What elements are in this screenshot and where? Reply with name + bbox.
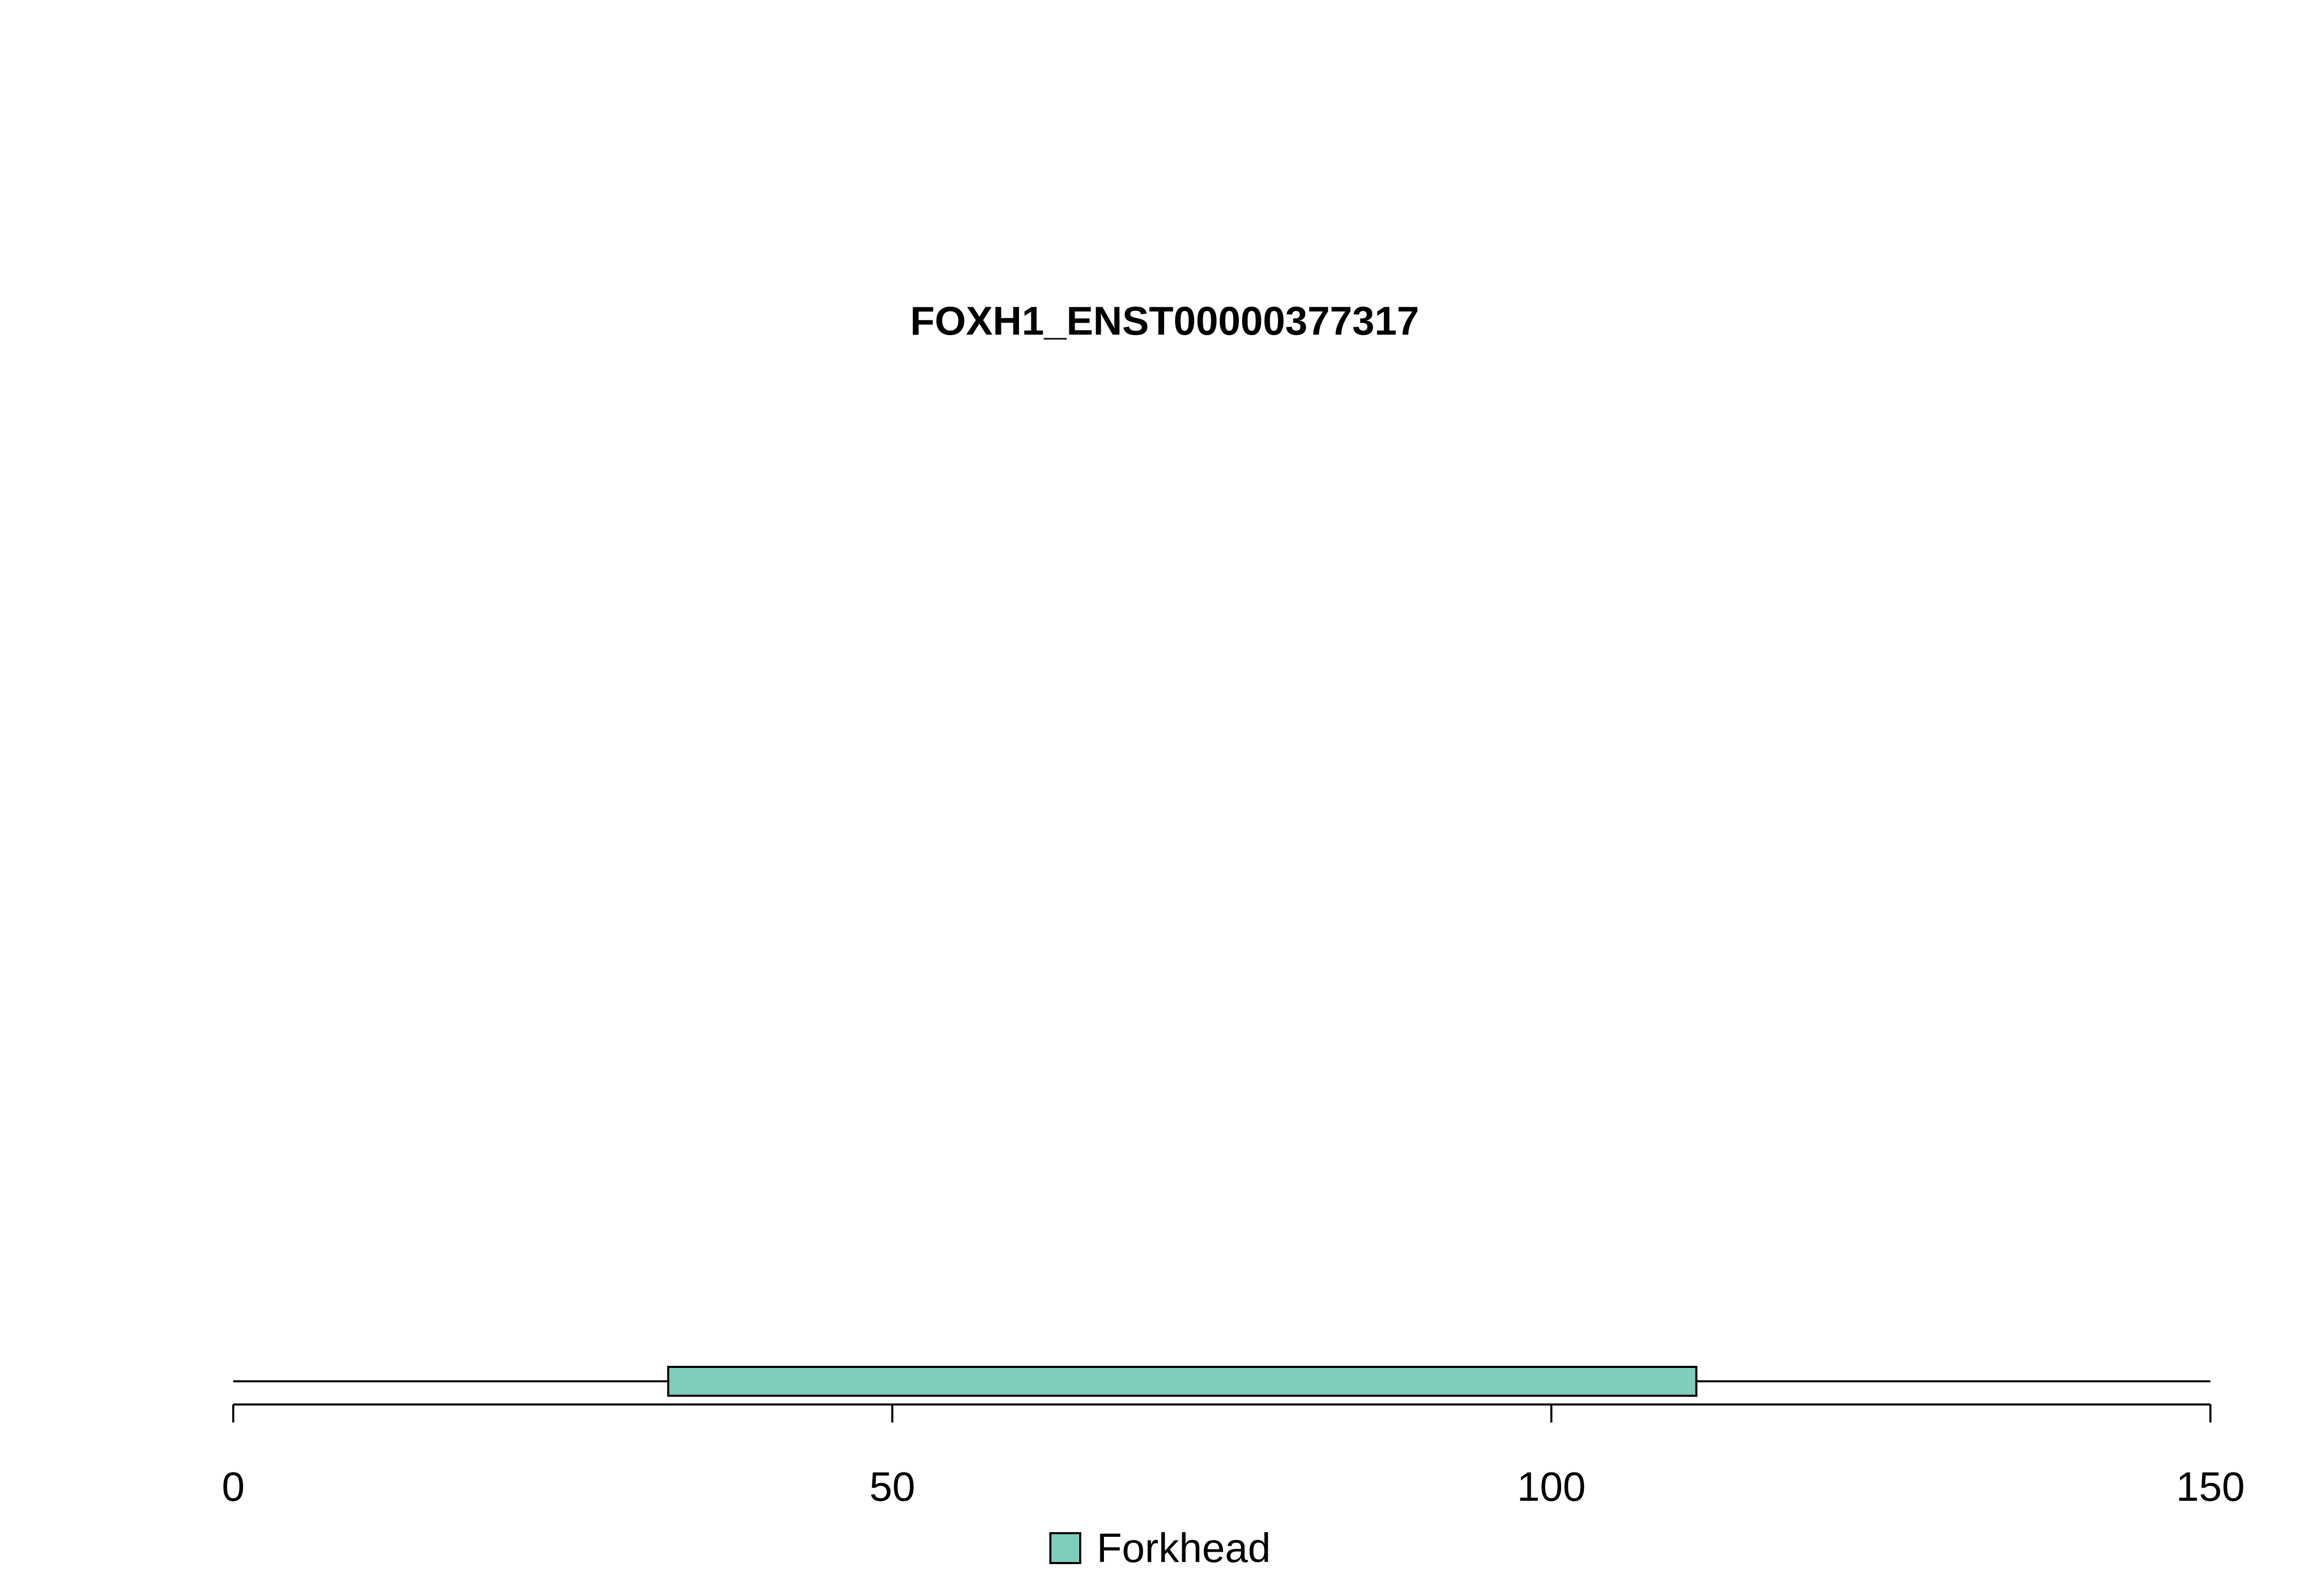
- chart-title: FOXH1_ENST00000377317: [910, 298, 1420, 343]
- x-tick-label: 150: [2176, 1464, 2244, 1510]
- x-tick-label: 100: [1517, 1464, 1585, 1510]
- domain-layer: [667, 1366, 1698, 1397]
- legend-swatch: [1049, 1532, 1081, 1564]
- legend-label: Forkhead: [1097, 1525, 1271, 1571]
- x-tick-label: 50: [870, 1464, 915, 1510]
- domain-forkhead: [667, 1366, 1698, 1397]
- x-axis: 0 50 100 150: [222, 1403, 2245, 1510]
- x-tick-label: 0: [222, 1464, 245, 1510]
- legend: Forkhead: [1049, 1525, 1271, 1571]
